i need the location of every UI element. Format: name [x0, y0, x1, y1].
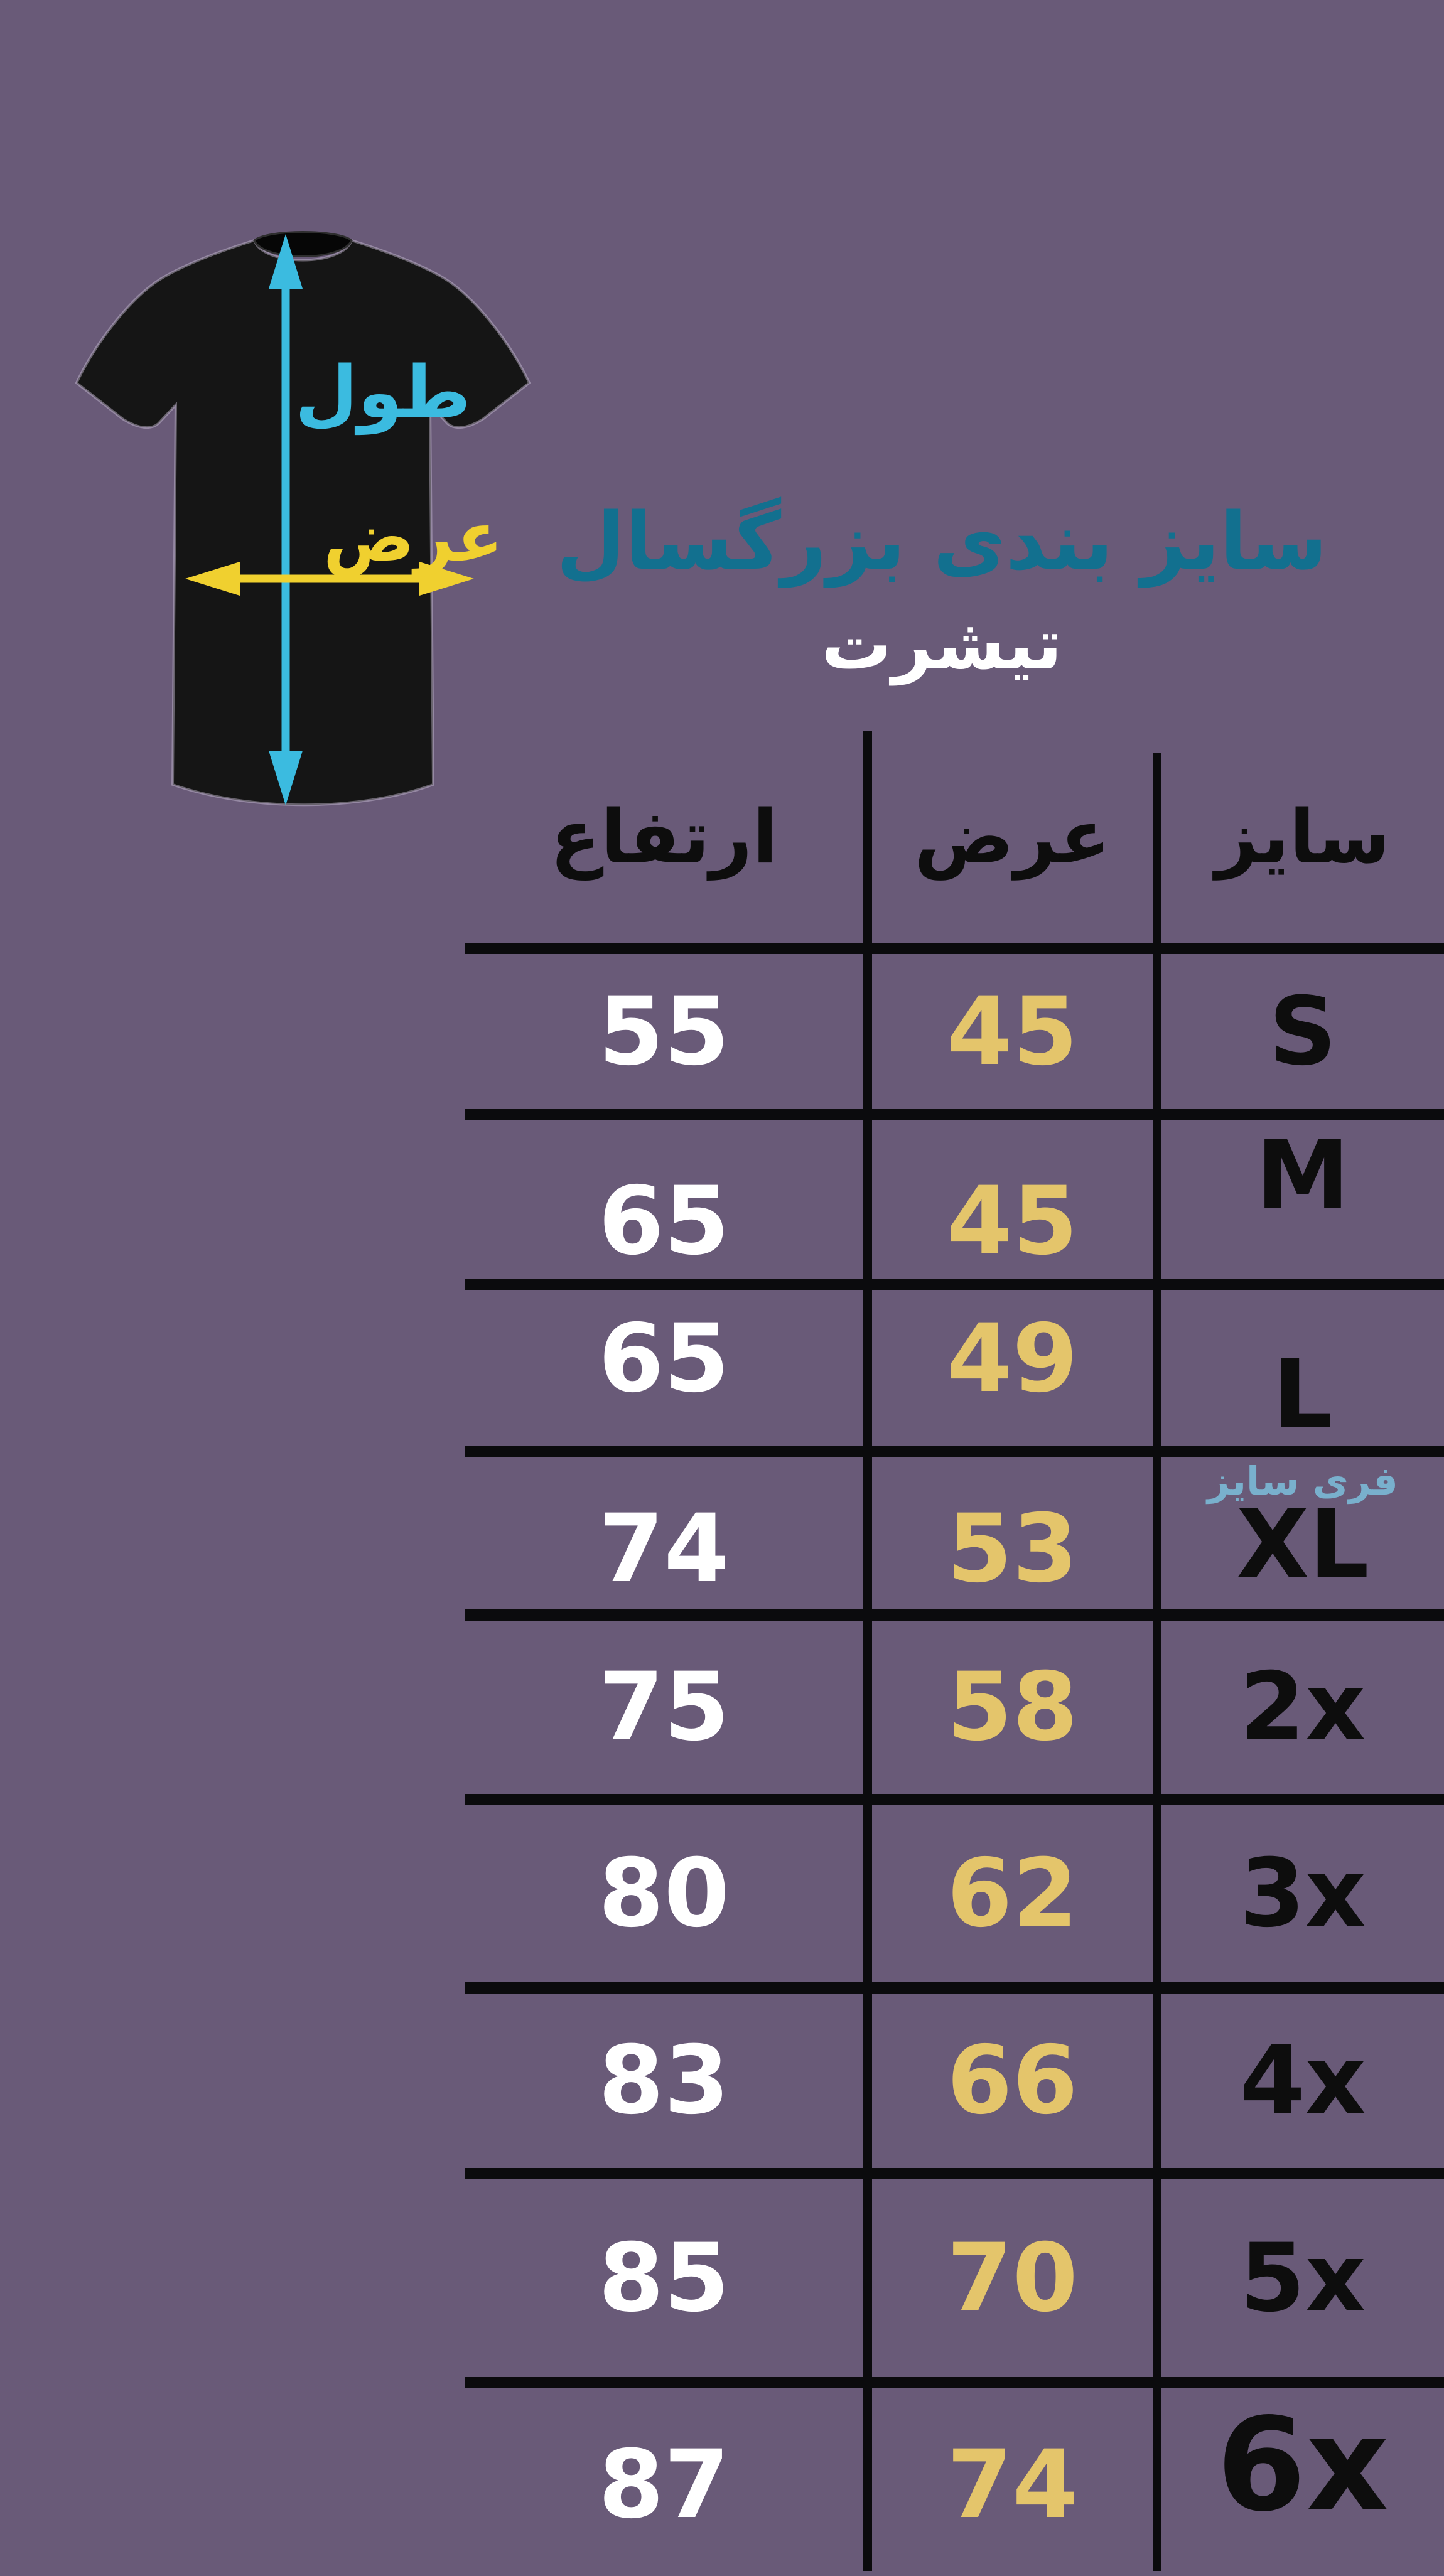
height-value: 65	[598, 1304, 730, 1414]
height-value: 85	[598, 2223, 730, 2333]
length-arrow	[269, 234, 303, 805]
width-value: 45	[947, 1167, 1078, 1276]
tshirt-collar	[253, 231, 353, 257]
size-label: M	[1256, 1121, 1350, 1230]
page-subtitle: تیشرت	[821, 604, 1062, 685]
tshirt-silhouette	[75, 239, 531, 807]
size-label: S	[1268, 977, 1337, 1087]
width-value: 49	[947, 1304, 1078, 1414]
row-divider	[465, 1982, 1444, 1994]
width-value: 62	[947, 1839, 1078, 1948]
row-divider	[465, 1109, 1444, 1120]
row-divider	[465, 1279, 1444, 1290]
height-value: 74	[598, 1495, 730, 1604]
width-value: 58	[947, 1653, 1078, 1762]
width-value: 66	[947, 2026, 1078, 2135]
length-label: طول	[295, 351, 471, 436]
width-value: 45	[947, 977, 1078, 1087]
width-label: عرض	[323, 498, 503, 577]
row-divider	[465, 1609, 1444, 1621]
column-header-width: عرض	[914, 793, 1111, 880]
page-title: سایز بندی بزرگسال	[556, 495, 1328, 588]
height-value: 87	[598, 2430, 730, 2540]
row-divider	[465, 1794, 1444, 1805]
size-label: XL	[1236, 1490, 1369, 1599]
height-value: 80	[598, 1839, 730, 1948]
width-arrow	[185, 562, 474, 596]
column-header-size: سایز	[1215, 793, 1391, 880]
size-label: 2x	[1239, 1653, 1366, 1762]
size-label: 5x	[1239, 2223, 1366, 2333]
column-header-height: ارتفاع	[550, 793, 778, 880]
height-value: 75	[598, 1653, 730, 1762]
height-value: 55	[598, 977, 730, 1087]
row-divider	[465, 2168, 1444, 2179]
tshirt-measurement-image: طول عرض	[75, 231, 531, 807]
width-value: 74	[947, 2430, 1078, 2540]
free-size-note: فری سایز	[1207, 1458, 1398, 1504]
column-divider-1	[863, 731, 872, 2571]
size-label: 6x	[1216, 2391, 1389, 2540]
row-divider	[465, 1446, 1444, 1457]
size-label: 4x	[1239, 2026, 1366, 2135]
size-label: L	[1273, 1339, 1333, 1449]
column-divider-2	[1153, 753, 1161, 2571]
row-divider	[465, 943, 1444, 954]
size-label: 3x	[1239, 1839, 1366, 1948]
row-divider	[465, 2377, 1444, 2388]
width-value: 70	[947, 2223, 1078, 2333]
width-value: 53	[947, 1495, 1078, 1604]
height-value: 83	[598, 2026, 730, 2135]
height-value: 65	[598, 1167, 730, 1276]
